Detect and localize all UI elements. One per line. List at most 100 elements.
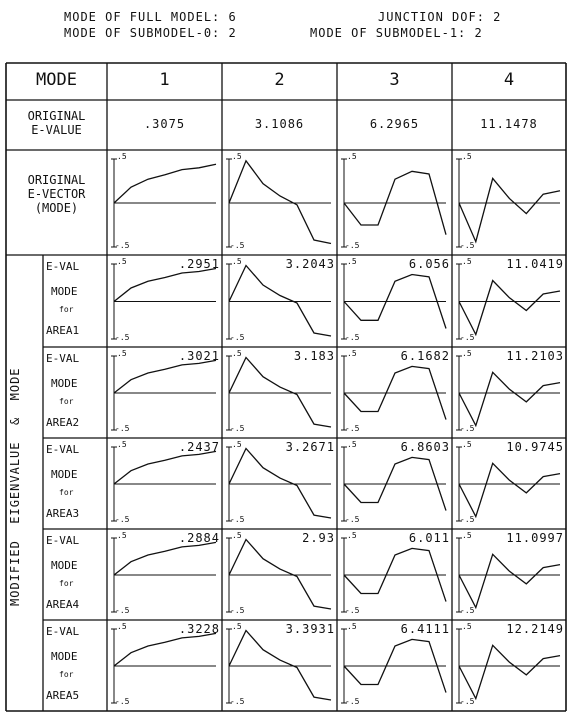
mode-shape-curve: [343, 365, 447, 420]
mode-shape-curve: [113, 267, 217, 303]
axis-top-label: .5: [117, 531, 127, 540]
modified-evalue: .3021: [178, 350, 220, 363]
axis-bottom-label: -.5: [345, 424, 360, 433]
modified-evalue: 3.2043: [285, 258, 335, 271]
modified-evalue: 11.0997: [506, 532, 564, 545]
axis-bottom-label: -.5: [115, 241, 130, 250]
axis-top-label: .5: [232, 622, 242, 631]
mode-shape-curve: [228, 356, 332, 428]
axis-bottom-label: -.5: [460, 333, 475, 342]
mode-shape-curve: [343, 638, 447, 693]
axis-top-label: .5: [347, 257, 357, 266]
axis-bottom-label: -.5: [230, 424, 245, 433]
sub-label-area: AREA4: [46, 598, 80, 611]
modified-evalue: .2951: [178, 258, 220, 271]
sub-label-for: for: [59, 579, 74, 588]
axis-top-label: .5: [462, 152, 472, 161]
sub-label-eval: E-VAL: [46, 443, 80, 456]
modified-evalue: 2.93: [302, 532, 335, 545]
axis-top-label: .5: [117, 349, 127, 358]
axis-bottom-label: -.5: [115, 515, 130, 524]
original-evector-label: (MODE): [34, 201, 79, 215]
axis-bottom-label: -.5: [115, 333, 130, 342]
modified-evalue: 11.2103: [506, 350, 564, 363]
mode-shape-curve: [113, 541, 217, 576]
axis-bottom-label: -.5: [345, 333, 360, 342]
mode-number: 4: [503, 70, 515, 90]
mode-shape-curve: [458, 553, 561, 610]
axis-bottom-label: -.5: [230, 606, 245, 615]
axis-top-label: .5: [462, 531, 472, 540]
axis-bottom-label: -.5: [460, 697, 475, 706]
modified-evalue: 11.0419: [506, 258, 564, 271]
axis-bottom-label: -.5: [230, 333, 245, 342]
original-evector-label: E-VECTOR: [27, 187, 86, 201]
axis-bottom-label: -.5: [345, 606, 360, 615]
mode-number: 2: [274, 70, 285, 90]
original-evalue-label: E-VALUE: [31, 123, 82, 137]
mode-shape-curve: [228, 447, 332, 519]
axis-top-label: .5: [117, 152, 127, 161]
sub-label-eval: E-VAL: [46, 534, 80, 547]
mode-shape-curve: [228, 629, 332, 701]
sub-label-for: for: [59, 670, 74, 679]
axis-top-label: .5: [232, 349, 242, 358]
axis-top-label: .5: [232, 257, 242, 266]
axis-bottom-label: -.5: [460, 241, 475, 250]
modified-evalue: 12.2149: [506, 623, 564, 636]
mode-header: MODE: [36, 70, 77, 90]
axis-bottom-label: -.5: [115, 606, 130, 615]
axis-top-label: .5: [462, 257, 472, 266]
mode-shape-curve: [228, 538, 332, 610]
sub-label-area: AREA3: [46, 507, 80, 520]
axis-bottom-label: -.5: [345, 515, 360, 524]
axis-bottom-label: -.5: [460, 424, 475, 433]
mode-shape-curve: [343, 170, 447, 235]
mode-shape-curve: [113, 632, 217, 667]
modified-evalue: .2884: [178, 532, 220, 545]
axis-top-label: .5: [232, 152, 242, 161]
axis-top-label: .5: [347, 152, 357, 161]
original-evector-label: ORIGINAL: [27, 173, 86, 187]
axis-top-label: .5: [462, 349, 472, 358]
mode-number: 1: [159, 70, 170, 90]
axis-bottom-label: -.5: [230, 241, 245, 250]
modified-evalue: 6.1682: [400, 350, 450, 363]
axis-bottom-label: -.5: [345, 241, 360, 250]
axis-bottom-label: -.5: [115, 697, 130, 706]
original-evalue-label: ORIGINAL: [27, 109, 86, 123]
mode-number: 3: [389, 70, 400, 90]
modified-evalue: 6.056: [408, 258, 450, 271]
axis-top-label: .5: [462, 440, 472, 449]
axis-top-label: .5: [347, 531, 357, 540]
sub-label-eval: E-VAL: [46, 260, 80, 273]
mode-shape-curve: [458, 371, 561, 428]
axis-bottom-label: -.5: [115, 424, 130, 433]
axis-top-label: .5: [347, 349, 357, 358]
mode-shape-curve: [113, 163, 217, 204]
sub-label-eval: E-VAL: [46, 625, 80, 638]
mode-shape-curve: [458, 644, 561, 701]
mode-shape-curve: [228, 264, 332, 337]
header-junction-dof: JUNCTION DOF: 2: [378, 10, 502, 24]
mode-shape-curve: [343, 547, 447, 602]
modified-evalue: 6.011: [408, 532, 450, 545]
modified-evalue: 6.4111: [400, 623, 450, 636]
modified-evalue: 3.2671: [285, 441, 335, 454]
axis-top-label: .5: [347, 440, 357, 449]
sub-label-for: for: [59, 488, 74, 497]
mode-shape-curve: [228, 159, 332, 245]
header-full-model: MODE OF FULL MODEL: 6: [64, 10, 237, 24]
modified-evalue: 3.3931: [285, 623, 335, 636]
mode-shape-curve: [343, 456, 447, 511]
sub-label-for: for: [59, 305, 74, 314]
original-evalue: 3.1086: [254, 117, 305, 131]
modified-evalue: 3.183: [293, 350, 335, 363]
sub-label-eval: E-VAL: [46, 352, 80, 365]
axis-bottom-label: -.5: [345, 697, 360, 706]
axis-top-label: .5: [462, 622, 472, 631]
axis-top-label: .5: [347, 622, 357, 631]
mode-shape-curve: [343, 273, 447, 329]
header-submodel-1: MODE OF SUBMODEL-1: 2: [310, 26, 483, 40]
